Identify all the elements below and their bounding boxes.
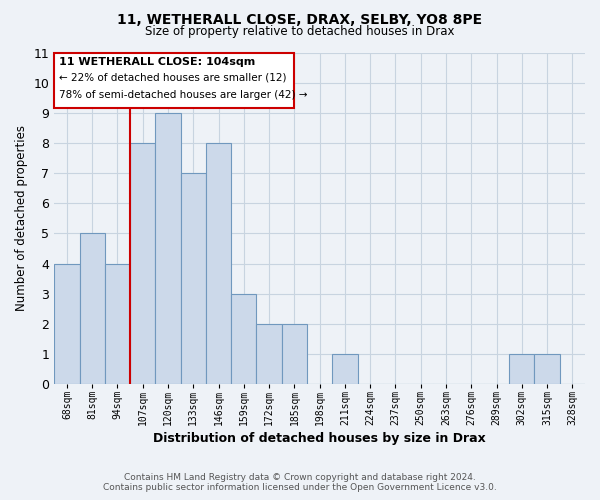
Bar (509, 354, 535, 384)
Text: 78% of semi-detached houses are larger (42) →: 78% of semi-detached houses are larger (… (59, 90, 308, 100)
Bar (282, 324, 307, 384)
Text: 11 WETHERALL CLOSE: 104sqm: 11 WETHERALL CLOSE: 104sqm (59, 57, 256, 67)
Bar (535, 354, 560, 384)
Bar (54, 264, 80, 384)
FancyBboxPatch shape (54, 52, 295, 108)
Text: ← 22% of detached houses are smaller (12): ← 22% of detached houses are smaller (12… (59, 72, 287, 82)
Bar (80, 234, 105, 384)
Y-axis label: Number of detached properties: Number of detached properties (15, 126, 28, 312)
Bar (332, 354, 358, 384)
X-axis label: Distribution of detached houses by size in Drax: Distribution of detached houses by size … (153, 432, 486, 445)
Bar (256, 324, 282, 384)
Text: 11, WETHERALL CLOSE, DRAX, SELBY, YO8 8PE: 11, WETHERALL CLOSE, DRAX, SELBY, YO8 8P… (118, 12, 482, 26)
Bar (206, 143, 231, 384)
Text: Size of property relative to detached houses in Drax: Size of property relative to detached ho… (145, 25, 455, 38)
Bar (231, 294, 256, 384)
Bar (181, 173, 206, 384)
Bar (105, 264, 130, 384)
Text: Contains HM Land Registry data © Crown copyright and database right 2024.
Contai: Contains HM Land Registry data © Crown c… (103, 473, 497, 492)
Bar (130, 143, 155, 384)
Bar (155, 113, 181, 384)
